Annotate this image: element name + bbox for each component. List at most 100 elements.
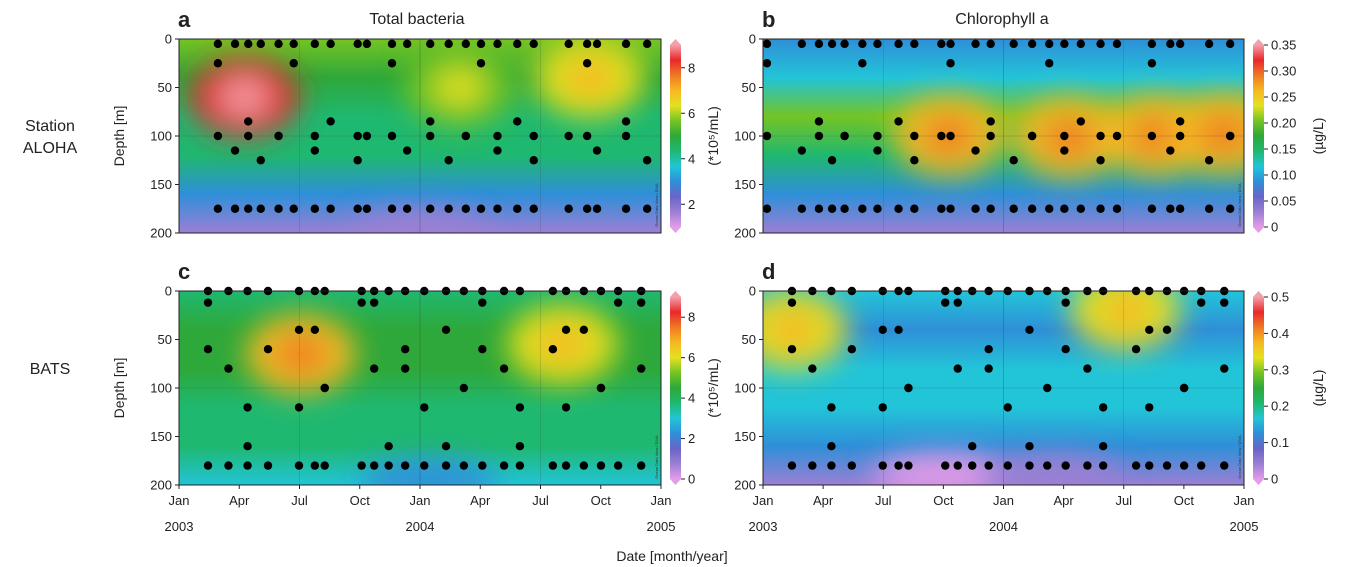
colorbar-gradient — [1253, 297, 1264, 479]
y-tick-label: 0 — [165, 32, 172, 47]
y-tick-label: 150 — [734, 429, 756, 444]
sample-dot — [230, 39, 240, 49]
sample-dot — [362, 131, 372, 141]
x-tick-label: Oct — [350, 493, 371, 508]
colorbar-top-cap — [1253, 39, 1264, 45]
sample-dot — [294, 325, 304, 334]
sample-dot — [953, 364, 962, 373]
sample-dot — [873, 204, 882, 213]
sample-dot — [1145, 461, 1154, 470]
sample-dot — [1043, 383, 1052, 393]
sample-dot — [1061, 298, 1070, 307]
sample-dot — [513, 204, 522, 213]
sample-dot — [1045, 204, 1054, 213]
sample-dot — [953, 298, 962, 307]
sample-dot — [814, 117, 824, 126]
sample-dot — [387, 59, 397, 68]
sample-dot — [621, 39, 631, 49]
sample-dot — [478, 345, 487, 354]
sample-dot — [461, 204, 471, 213]
sample-dot — [362, 39, 372, 49]
sample-dot — [827, 461, 836, 470]
y-tick-label: 150 — [150, 177, 172, 192]
sample-dot — [274, 39, 283, 49]
x-tick-label: Oct — [933, 493, 954, 508]
sample-dot — [426, 131, 435, 141]
colorbar-tick-label: 0.30 — [1271, 64, 1296, 79]
sample-dot — [564, 131, 573, 141]
sample-dot — [1076, 117, 1086, 126]
sample-dot — [1112, 39, 1122, 49]
sample-dot — [384, 442, 393, 451]
x-tick-label: Apr — [813, 493, 834, 508]
sample-dot — [400, 345, 410, 354]
sample-dot — [420, 461, 429, 470]
year-tick-label: 2003 — [749, 519, 778, 534]
sample-dot — [353, 156, 362, 165]
sample-dot — [515, 461, 525, 470]
sample-dot — [910, 156, 919, 165]
sample-dot — [847, 345, 857, 354]
y-tick-label: 100 — [734, 129, 756, 144]
sample-dot — [294, 403, 304, 412]
sample-dot — [904, 461, 913, 470]
colorbar-tick-label: 0.35 — [1271, 38, 1296, 53]
sample-dot — [400, 364, 410, 373]
sample-dot — [387, 39, 397, 49]
sample-dots — [213, 39, 652, 213]
sample-dot — [357, 461, 366, 470]
sample-dot — [827, 39, 837, 49]
sample-dot — [310, 204, 320, 213]
sample-dot — [621, 117, 631, 126]
sample-dot — [561, 325, 571, 334]
x-tick-label: Oct — [591, 493, 612, 508]
sample-dot — [1061, 345, 1070, 354]
colorbar-tick-label: 0.15 — [1271, 142, 1296, 157]
sample-dot — [894, 461, 903, 470]
sample-dot — [243, 461, 252, 470]
sample-dot — [274, 131, 283, 141]
colorbar-tick-label: 8 — [688, 60, 695, 75]
sample-dot — [1166, 204, 1175, 213]
sample-dot — [548, 345, 558, 354]
y-tick-label: 150 — [150, 429, 172, 444]
sample-dot — [894, 325, 903, 334]
colorbar-bottom-cap — [1253, 479, 1264, 485]
y-tick-label: 50 — [158, 332, 172, 347]
colorbar-tick-label: 6 — [688, 350, 695, 365]
x-tick-label: Jan — [1234, 493, 1255, 508]
sample-dot — [515, 442, 525, 451]
sample-dot — [858, 204, 867, 213]
sample-dot — [878, 325, 887, 334]
colorbar-tick-label: 0.2 — [1271, 399, 1289, 414]
sample-dot — [840, 39, 849, 49]
watermark: Ocean Data View / DIVA — [654, 435, 659, 479]
sample-dot — [493, 204, 502, 213]
y-tick-label: 200 — [734, 478, 756, 493]
sample-dot — [1220, 364, 1229, 373]
colorbar: 0 0.1 0.2 0.3 0.4 0.5 (µg/L) — [1253, 290, 1326, 487]
sample-dot — [621, 131, 631, 141]
sample-dot — [873, 39, 882, 49]
sample-dot — [256, 39, 265, 49]
colorbar-gradient — [670, 297, 681, 479]
sample-dot — [858, 39, 867, 49]
sample-dot — [1112, 204, 1122, 213]
sample-dot — [444, 39, 453, 49]
sample-dot — [827, 204, 837, 213]
sample-dot — [1096, 204, 1105, 213]
sample-dot — [910, 39, 919, 49]
sample-dot — [642, 156, 652, 165]
sample-dot — [387, 131, 397, 141]
field-core-1 — [1100, 291, 1151, 331]
sample-dot — [582, 204, 592, 213]
sample-dot — [762, 39, 772, 49]
colorbar-label: (*10⁵/mL) — [705, 106, 721, 166]
x-tick-label: Jul — [875, 493, 892, 508]
panel-a: a0 50 100 150 200 Depth [m] Ocean Data View / … — [111, 7, 721, 241]
year-tick-label: 2004 — [406, 519, 435, 534]
y-tick-label: 0 — [165, 284, 172, 299]
sample-dot — [984, 345, 993, 354]
sample-dot — [224, 461, 233, 470]
